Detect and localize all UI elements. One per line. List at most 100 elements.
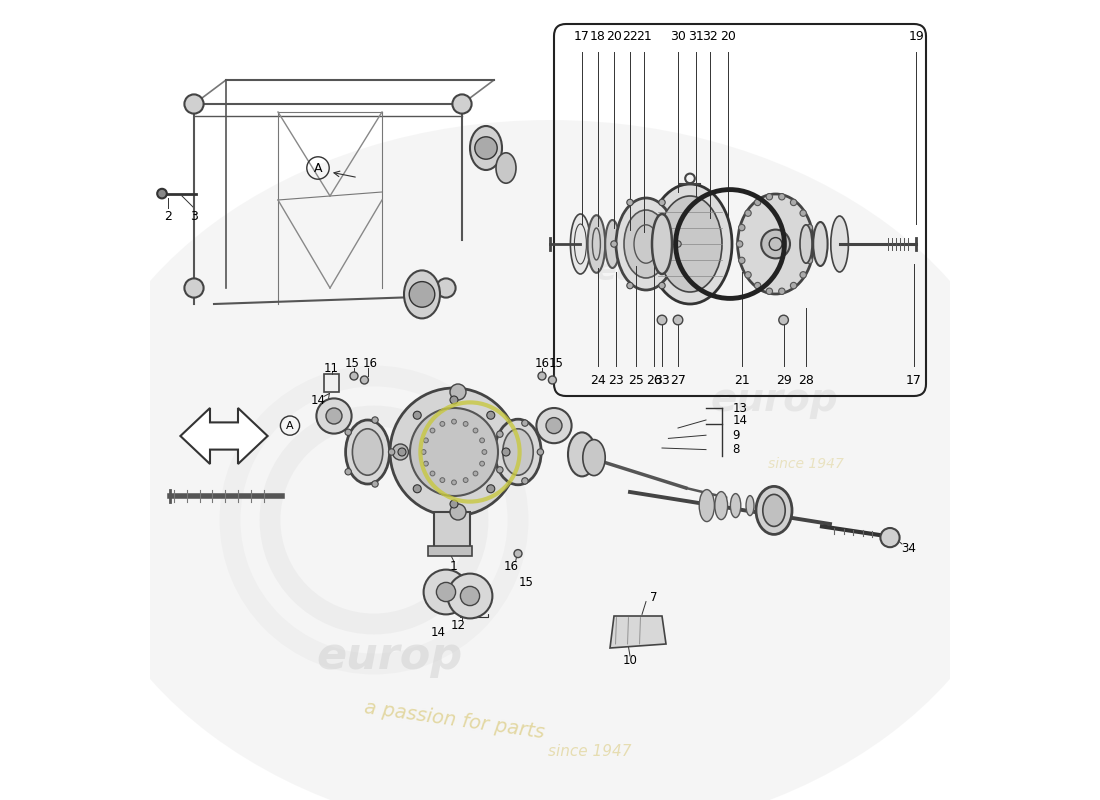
Ellipse shape [756,486,792,534]
Text: 32: 32 [702,30,718,42]
Ellipse shape [496,153,516,183]
Text: 17: 17 [906,374,922,386]
Text: 3: 3 [190,210,198,222]
Text: 17: 17 [574,30,590,42]
Circle shape [452,480,456,485]
Circle shape [448,574,493,618]
Text: europ: europ [711,381,838,419]
Circle shape [326,408,342,424]
Circle shape [388,449,395,455]
Text: 2: 2 [164,210,172,222]
Circle shape [361,376,368,384]
Bar [428,546,472,556]
Circle shape [507,444,524,460]
Circle shape [463,422,467,426]
Text: 18: 18 [590,30,606,42]
Text: 24: 24 [590,374,606,386]
Circle shape [440,422,444,426]
Circle shape [497,431,503,438]
Circle shape [487,485,495,493]
Circle shape [390,388,518,516]
Circle shape [345,429,351,435]
Text: A: A [286,421,294,430]
Ellipse shape [583,440,605,475]
Circle shape [473,471,477,476]
Ellipse shape [404,270,440,318]
Circle shape [538,372,546,380]
Circle shape [738,258,745,264]
Circle shape [480,438,484,442]
Circle shape [791,282,796,289]
Circle shape [450,504,466,520]
Ellipse shape [652,214,672,274]
Text: 14: 14 [733,414,747,426]
Circle shape [424,462,428,466]
Text: 27: 27 [670,374,686,386]
Circle shape [800,272,806,278]
Circle shape [480,462,484,466]
Ellipse shape [470,126,502,170]
Polygon shape [180,408,267,464]
Ellipse shape [715,491,727,520]
Ellipse shape [345,420,389,484]
Circle shape [779,288,785,294]
Ellipse shape [624,210,668,278]
Circle shape [537,408,572,443]
Text: 12: 12 [451,619,465,632]
Circle shape [521,420,528,426]
Circle shape [745,272,751,278]
Text: A: A [314,162,322,174]
Circle shape [487,411,495,419]
Circle shape [627,282,634,289]
Circle shape [430,471,434,476]
Polygon shape [610,616,665,648]
Ellipse shape [616,198,676,290]
Text: 23: 23 [607,374,624,386]
Circle shape [779,315,789,325]
Text: 10: 10 [623,654,637,666]
Circle shape [452,419,456,424]
Circle shape [627,199,634,206]
Circle shape [452,94,472,114]
Ellipse shape [813,222,827,266]
Text: 16: 16 [363,358,377,370]
Circle shape [372,417,378,423]
Text: 25: 25 [628,374,645,386]
Circle shape [502,448,510,456]
Circle shape [437,582,455,602]
Circle shape [473,428,477,433]
Circle shape [806,224,813,230]
Ellipse shape [352,429,383,475]
Circle shape [521,478,528,484]
Text: 21: 21 [637,30,652,42]
Circle shape [350,372,358,380]
Ellipse shape [738,194,814,294]
Text: 19: 19 [909,30,924,42]
Circle shape [808,241,815,247]
Text: 16: 16 [535,358,550,370]
Circle shape [430,428,434,433]
Circle shape [450,500,458,508]
Circle shape [657,315,667,325]
Text: 14: 14 [310,394,326,406]
Text: europ: europ [317,634,463,678]
Circle shape [880,528,900,547]
Circle shape [610,241,617,247]
Text: 8: 8 [733,443,740,456]
Circle shape [450,384,466,400]
Circle shape [317,398,352,434]
Text: 15: 15 [345,358,360,370]
Circle shape [761,230,790,258]
Ellipse shape [658,196,722,292]
Ellipse shape [571,214,591,274]
Text: 16: 16 [504,560,519,573]
Circle shape [398,448,406,456]
Circle shape [673,315,683,325]
Circle shape [463,478,467,482]
Circle shape [806,258,813,264]
Circle shape [414,485,421,493]
Ellipse shape [648,184,732,304]
Circle shape [779,194,785,200]
Text: europ: europ [596,257,696,286]
Ellipse shape [430,414,486,490]
